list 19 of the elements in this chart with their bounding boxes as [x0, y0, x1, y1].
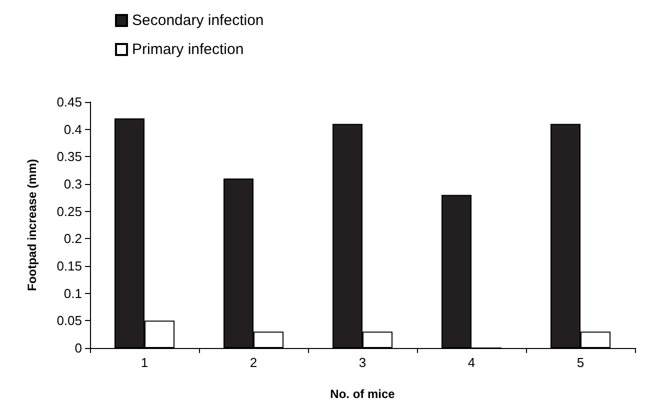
x-tick-label: 3	[358, 355, 366, 370]
legend-label: Primary infection	[132, 41, 244, 58]
y-tick-label: 0.45	[56, 94, 82, 110]
y-tick-label: 0.1	[64, 286, 82, 301]
y-tick-label: 0.35	[56, 149, 82, 164]
x-tick-label: 4	[468, 355, 476, 370]
x-tick-label: 1	[140, 355, 148, 370]
x-tick-label: 2	[250, 355, 258, 370]
y-tick-label: 0.3	[64, 176, 82, 192]
y-tick-label: 0.2	[64, 231, 82, 246]
x-axis-title: No. of mice	[330, 387, 396, 401]
y-axis-title: Footpad increase (mm)	[25, 158, 39, 292]
x-tick-label: 5	[576, 355, 584, 370]
legend-label: Secondary infection	[132, 12, 264, 29]
y-tick-label: 0.05	[56, 313, 82, 328]
y-tick-label: 0.4	[64, 122, 82, 137]
y-tick-label: 0.15	[56, 258, 82, 274]
y-tick-label: 0.25	[56, 204, 82, 219]
y-tick-label: 0	[74, 340, 82, 356]
